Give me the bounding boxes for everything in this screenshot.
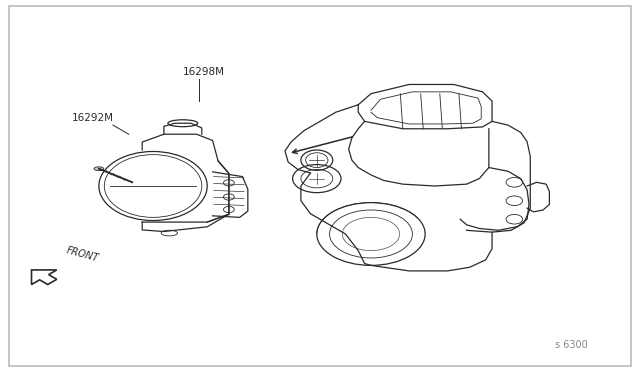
Ellipse shape <box>94 167 104 171</box>
Text: 16298M: 16298M <box>183 67 225 77</box>
Text: s 6300: s 6300 <box>555 340 588 350</box>
Text: FRONT: FRONT <box>65 245 100 263</box>
Text: 16292M: 16292M <box>72 113 113 123</box>
